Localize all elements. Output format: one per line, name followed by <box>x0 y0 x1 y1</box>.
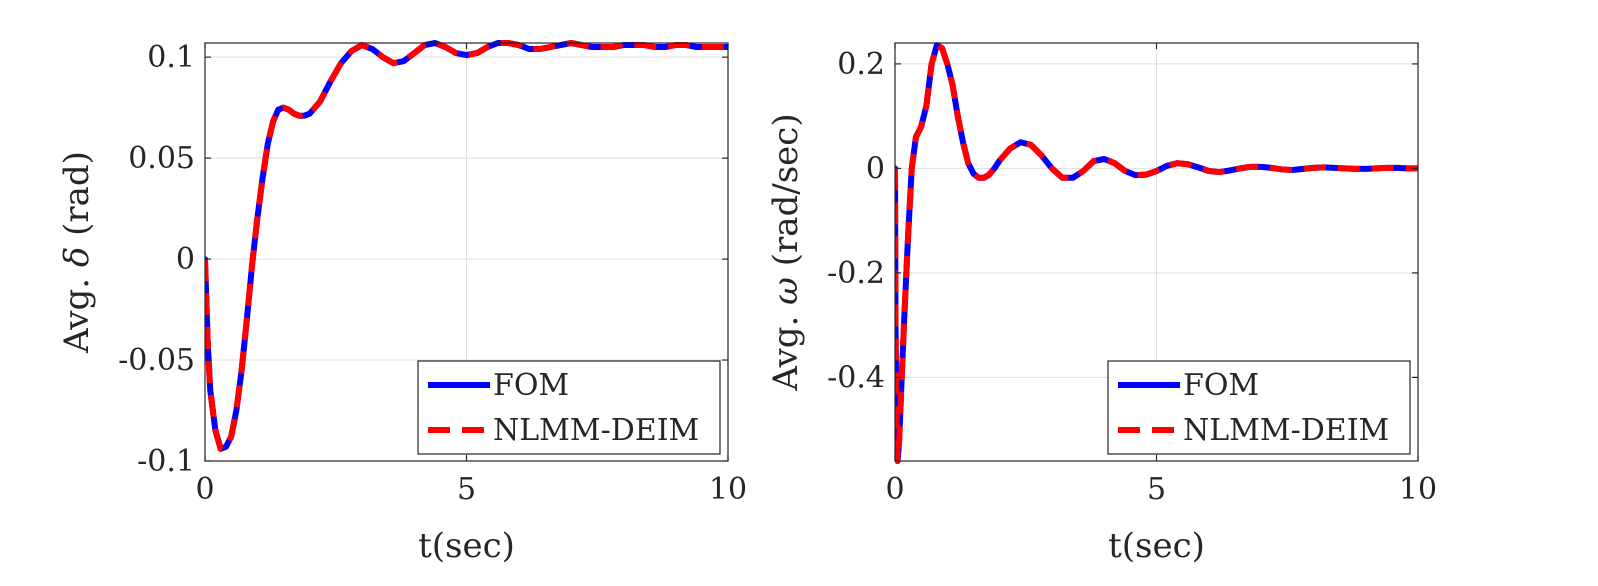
legend-label: NLMM-DEIM <box>1183 413 1389 448</box>
omega-chart: 0 5 10 -0.4 -0.2 0 0.2 t(sec) Avg. ω (rad/sec) FO… <box>766 42 1437 566</box>
x-tick-label: 0 <box>195 472 214 507</box>
y-tick-label: 0 <box>866 151 885 186</box>
y-tick-label: -0.05 <box>118 343 195 378</box>
y-tick-label: 0.2 <box>837 47 885 82</box>
series-line-nlmm-deim <box>205 40 728 452</box>
legend: FOM NLMM-DEIM <box>417 360 721 455</box>
y-tick-label: -0.4 <box>827 360 885 395</box>
y-axis-label: Avg. ω (rad/sec) <box>766 113 806 391</box>
x-axis-label: t(sec) <box>1108 526 1205 566</box>
legend-label: FOM <box>1183 368 1259 403</box>
y-tick-label: 0.1 <box>147 40 195 75</box>
y-axis-label-suffix: (rad/sec) <box>766 113 806 277</box>
y-axis-label-symbol: ω <box>766 277 806 305</box>
x-tick-label: 5 <box>457 472 476 507</box>
delta-chart: 0 5 10 -0.1 -0.05 0 0.05 0.1 t(sec) Avg. δ (rad) F… <box>57 40 747 566</box>
legend: FOM NLMM-DEIM <box>1107 360 1411 455</box>
y-axis-label-prefix: Avg. <box>766 305 806 392</box>
x-tick-label: 0 <box>885 472 904 507</box>
x-tick-label: 10 <box>709 472 747 507</box>
y-axis-label-suffix: (rad) <box>57 151 97 247</box>
y-axis-label-symbol: δ <box>57 247 97 267</box>
x-tick-label: 10 <box>1399 472 1437 507</box>
x-axis-label: t(sec) <box>418 526 515 566</box>
x-tick-label: 5 <box>1147 472 1166 507</box>
legend-box <box>1107 360 1411 455</box>
y-tick-label: -0.2 <box>827 256 885 291</box>
legend-label: NLMM-DEIM <box>493 413 699 448</box>
y-tick-label: 0.05 <box>128 141 195 176</box>
legend-box <box>417 360 721 455</box>
y-tick-label: -0.1 <box>137 444 195 479</box>
y-axis-label: Avg. δ (rad) <box>57 151 97 354</box>
series-line-nlmm-deim <box>895 42 1418 464</box>
legend-label: FOM <box>493 368 569 403</box>
y-tick-label: 0 <box>176 242 195 277</box>
y-axis-label-prefix: Avg. <box>57 267 97 354</box>
